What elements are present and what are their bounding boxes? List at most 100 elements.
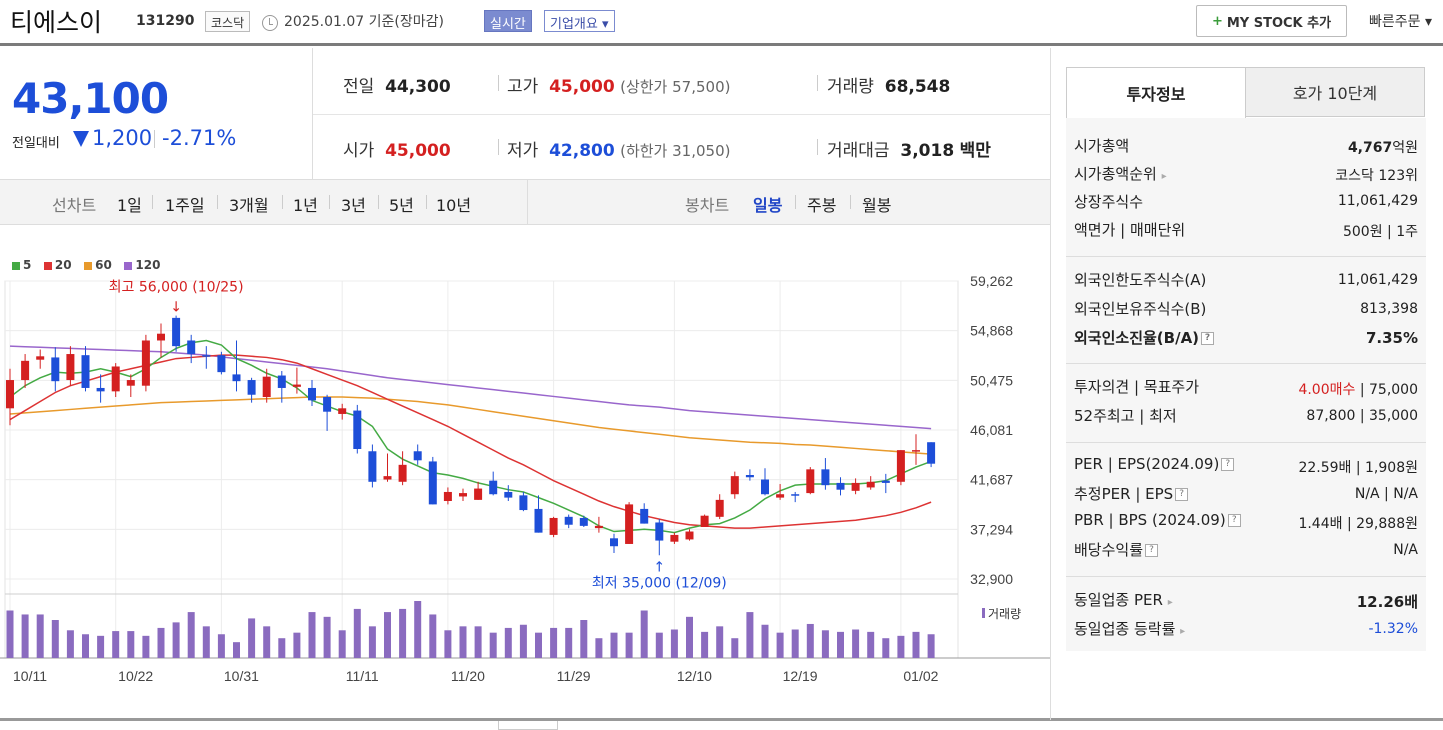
per-value: 22.59배 | 1,908원 xyxy=(1298,460,1418,476)
tab-candle-monthly[interactable]: 월봉 xyxy=(862,196,892,215)
volume-bar xyxy=(852,629,860,658)
volume-bar xyxy=(414,601,422,658)
candle-body xyxy=(247,380,256,395)
volume-bar xyxy=(66,630,74,658)
prev-label: 전일 xyxy=(343,77,375,97)
stock-code: 131290 xyxy=(136,13,195,29)
candle-body xyxy=(474,488,483,500)
tab-line-3m[interactable]: 3개월 xyxy=(229,196,269,215)
invest-info-panel: 시가총액 4,767억원 시가총액순위 ▸ 코스닥 123위 상장주식수 11,… xyxy=(1066,118,1426,651)
rank-row-label[interactable]: 시가총액순위 ▸ xyxy=(1074,163,1167,184)
candle-body xyxy=(625,504,634,544)
tab-candle-weekly[interactable]: 주봉 xyxy=(807,196,837,215)
candle-body xyxy=(96,387,105,392)
volume-bar xyxy=(248,618,256,658)
market-cap: 4,767억원 xyxy=(1348,137,1418,157)
price-chart[interactable]: 59,262 54,868 50,475 46,081 41,687 37,294 32,9… xyxy=(0,270,1050,715)
tab-line-5y[interactable]: 5년 xyxy=(389,196,414,215)
high-value: 45,000 xyxy=(549,77,615,97)
volume-bar xyxy=(444,630,452,658)
tab-line-1w[interactable]: 1주일 xyxy=(165,196,205,215)
help-icon[interactable]: ? xyxy=(1227,514,1241,527)
ind-per-value: 12.26배 xyxy=(1356,593,1418,611)
low-annotation: 최저 35,000 (12/09) xyxy=(592,575,727,591)
tab-line-1d[interactable]: 1일 xyxy=(117,196,142,215)
x-tick-label: 12/10 xyxy=(677,668,712,684)
open-value: 45,000 xyxy=(385,141,451,161)
clock-icon xyxy=(262,15,278,31)
shares-label: 상장주식수 xyxy=(1074,193,1144,211)
quick-order-dropdown[interactable]: 빠른주문 ▾ xyxy=(1369,14,1432,30)
volume-bar xyxy=(867,631,875,658)
ma20-label: 20 xyxy=(54,258,72,272)
div-value: N/A xyxy=(1393,542,1418,558)
candle-body xyxy=(866,481,875,488)
add-mystock-button[interactable]: + MY STOCK 추가 xyxy=(1196,5,1347,37)
candle-body xyxy=(489,480,498,495)
candle-body xyxy=(504,491,513,498)
candle-body xyxy=(157,333,165,341)
volume-bar xyxy=(399,608,407,658)
candle-body xyxy=(126,380,135,386)
volume-bar xyxy=(368,626,376,658)
ma120-label: 120 xyxy=(135,258,161,272)
candle-body xyxy=(685,531,694,540)
price-box xyxy=(0,48,313,180)
volume-bar xyxy=(323,616,331,658)
y-tick-label: 50,475 xyxy=(970,372,1013,388)
volume-bar xyxy=(791,629,799,658)
divider xyxy=(850,195,851,209)
tab-line-1y[interactable]: 1년 xyxy=(293,196,318,215)
help-icon[interactable]: ? xyxy=(1145,544,1159,557)
tab-invest-info[interactable]: 투자정보 xyxy=(1066,67,1246,118)
div-label: 배당수익률 xyxy=(1074,541,1144,559)
help-icon[interactable]: ? xyxy=(1175,488,1189,501)
ma60-line xyxy=(9,396,932,455)
help-icon[interactable]: ? xyxy=(1201,332,1215,345)
candle-body xyxy=(6,380,14,409)
x-tick-label: 12/19 xyxy=(783,668,818,684)
candle-body xyxy=(881,480,890,483)
help-icon[interactable]: ? xyxy=(1221,458,1235,471)
down-arrow-icon: ↓ xyxy=(170,300,182,316)
tab-line-10y[interactable]: 10년 xyxy=(436,196,472,215)
volume-bar xyxy=(595,638,603,658)
volume-bar xyxy=(716,626,724,658)
corp-overview-dropdown[interactable]: 기업개요 ▾ xyxy=(544,10,615,32)
tab-candle-daily[interactable]: 일봉 xyxy=(753,196,783,215)
volume-label: 거래량 xyxy=(988,607,1021,621)
volume-bar xyxy=(701,631,709,658)
pbr-row: PBR | BPS (2024.09)? xyxy=(1074,511,1241,529)
tab-line-3y[interactable]: 3년 xyxy=(341,196,366,215)
ind-per-label: 동일업종 PER xyxy=(1074,591,1163,609)
volume-bar xyxy=(535,632,542,658)
candle-body xyxy=(353,410,362,450)
ma5-swatch xyxy=(12,261,20,270)
tab-order-book[interactable]: 호가 10단계 xyxy=(1245,67,1425,117)
candle-body xyxy=(459,493,467,497)
foreign-hold-label: 외국인보유주식수(B) xyxy=(1074,300,1207,318)
opinion-label: 투자의견 | 목표주가 xyxy=(1074,378,1199,396)
summary-divider xyxy=(313,114,1050,115)
resize-handle[interactable] xyxy=(498,721,558,730)
volume-bar xyxy=(82,634,89,658)
volume-bar xyxy=(550,627,558,658)
volume-value: 68,548 xyxy=(884,77,951,97)
ma20-swatch xyxy=(43,261,52,270)
candle-body xyxy=(700,515,709,528)
candle-body xyxy=(323,397,332,412)
foreign-hold-value: 813,398 xyxy=(1360,301,1418,317)
divider xyxy=(498,75,499,91)
candle-body xyxy=(791,494,800,496)
ind-rate-row-label[interactable]: 동일업종 등락률 ▸ xyxy=(1074,618,1185,639)
candle-body xyxy=(579,517,588,526)
candle-body xyxy=(851,482,860,491)
candle-body xyxy=(308,387,316,401)
divider xyxy=(1066,576,1426,577)
volume-bar xyxy=(806,623,814,658)
target-value: | 75,000 xyxy=(1359,382,1418,398)
realtime-button[interactable]: 실시간 xyxy=(484,10,532,32)
candle-body xyxy=(534,508,543,533)
ind-per-row-label[interactable]: 동일업종 PER ▸ xyxy=(1074,589,1173,610)
volume-bar xyxy=(51,620,59,658)
